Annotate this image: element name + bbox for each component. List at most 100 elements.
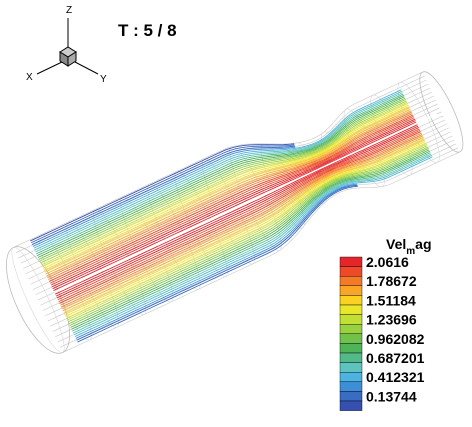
wireframe-line [62, 151, 461, 353]
streamline [65, 141, 426, 317]
legend-swatch [339, 256, 363, 267]
streamline [76, 184, 358, 341]
legend-swatch [339, 314, 363, 325]
legend-label: 1.51184 [366, 292, 416, 308]
legend-title-sub: m [406, 246, 415, 257]
streamline [48, 113, 413, 280]
streamline [60, 132, 422, 306]
legend-swatch [339, 372, 363, 383]
legend-label: 1.78672 [366, 273, 417, 289]
streamline [57, 128, 420, 301]
streamline [63, 138, 425, 314]
axis-triad [36, 18, 99, 75]
flow-domain [6, 71, 464, 354]
y-label: Y [100, 74, 107, 85]
streamline [42, 103, 408, 268]
streamline [39, 99, 406, 262]
streamline [74, 156, 433, 337]
streamline [58, 129, 421, 303]
streamline [47, 111, 412, 279]
legend-label: 1.23696 [366, 312, 417, 328]
wireframe-line [59, 147, 459, 348]
streamline [71, 150, 431, 330]
streamline [49, 115, 414, 284]
streamline [53, 121, 417, 291]
streamline [32, 146, 296, 247]
streamline [56, 127, 419, 299]
cube-right [67, 51, 77, 67]
streamline [33, 89, 402, 249]
legend-title-main: Vel [386, 236, 406, 252]
legend-swatch [339, 276, 363, 287]
streamline [70, 149, 430, 328]
legend: 2.0616 1.78672 1.51184 1.23696 0.962082 0.687… [339, 254, 425, 411]
legend-swatch [339, 381, 363, 392]
x-axis [36, 61, 63, 75]
streamline [72, 152, 431, 332]
wireframe-line [28, 95, 434, 280]
streamline [60, 134, 423, 308]
y-axis [74, 61, 99, 75]
legend-swatch [339, 343, 363, 354]
streamline [51, 118, 416, 288]
streamline [55, 125, 419, 297]
wireframe-line [45, 123, 448, 317]
streamline [44, 107, 410, 273]
wireframe-line [30, 99, 436, 285]
title: T : 5 / 8 [118, 21, 177, 40]
streamline [68, 146, 429, 325]
legend-label: 0.962082 [366, 331, 425, 347]
legend-swatch [339, 333, 363, 344]
streamline [40, 100, 407, 264]
streamline [77, 185, 358, 343]
streamline [45, 108, 411, 275]
wireframe-line [13, 71, 423, 248]
streamline [30, 144, 295, 244]
streamline [36, 95, 405, 257]
streamline [69, 148, 429, 326]
streamline [46, 110, 412, 277]
streamline [62, 136, 424, 312]
legend-swatch [339, 304, 363, 315]
wireframe-line [47, 127, 449, 322]
streamline [38, 97, 406, 260]
streamline [48, 114, 414, 282]
legend-label: 0.13744 [366, 388, 417, 404]
legend-swatch [339, 400, 363, 411]
legend-swatch [339, 391, 363, 402]
legend-swatch [339, 285, 363, 296]
z-label: Z [66, 5, 72, 16]
streamline [67, 143, 427, 321]
legend-label: 2.0616 [366, 254, 409, 270]
streamline [34, 90, 403, 251]
x-label: X [26, 72, 33, 83]
streamline [67, 145, 428, 323]
streamline [42, 104, 409, 269]
streamline [73, 153, 432, 334]
legend-swatch [339, 295, 363, 306]
legend-title-rest: ag [415, 236, 431, 252]
streamline [50, 117, 415, 286]
legend-swatch [339, 266, 363, 277]
streamline [43, 106, 410, 271]
centerline [53, 113, 438, 294]
streamline [54, 124, 418, 295]
streamline [30, 143, 295, 242]
wireframe-line [15, 75, 425, 253]
streamline [52, 120, 416, 290]
streamline [37, 96, 405, 258]
streamline [73, 155, 432, 336]
legend-swatch [339, 352, 363, 363]
streamline [66, 142, 427, 319]
streamline [61, 135, 423, 310]
legend-swatch [339, 362, 363, 373]
streamline [36, 93, 404, 255]
legend-title: Velmag [386, 236, 432, 257]
streamline [64, 139, 425, 315]
streamline [41, 102, 408, 266]
streamline [75, 183, 357, 339]
streamline [59, 131, 421, 304]
legend-label: 0.412321 [366, 369, 425, 385]
legend-label: 0.687201 [366, 350, 425, 366]
